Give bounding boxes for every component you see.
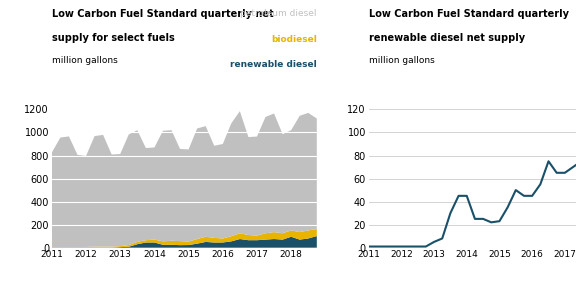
Text: million gallons: million gallons xyxy=(369,56,434,65)
Text: petroleum diesel: petroleum diesel xyxy=(240,9,317,18)
Text: renewable diesel net supply: renewable diesel net supply xyxy=(369,33,525,43)
Text: biodiesel: biodiesel xyxy=(271,35,317,43)
Text: renewable diesel: renewable diesel xyxy=(230,60,317,69)
Text: million gallons: million gallons xyxy=(52,56,118,65)
Text: supply for select fuels: supply for select fuels xyxy=(52,33,175,43)
Text: Low Carbon Fuel Standard quarterly: Low Carbon Fuel Standard quarterly xyxy=(369,9,569,19)
Text: Low Carbon Fuel Standard quarterly net: Low Carbon Fuel Standard quarterly net xyxy=(52,9,274,19)
